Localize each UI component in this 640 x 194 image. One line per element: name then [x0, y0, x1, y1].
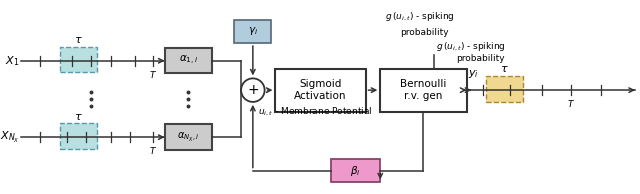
Text: $T$: $T$ [149, 68, 157, 80]
Text: $X_1$: $X_1$ [5, 54, 20, 68]
Text: Bernoulli
r.v. gen: Bernoulli r.v. gen [400, 79, 447, 101]
Text: $\alpha_{1,i}$: $\alpha_{1,i}$ [179, 54, 198, 67]
Text: $g\,(u_{i,t})$ - spiking: $g\,(u_{i,t})$ - spiking [436, 40, 506, 53]
Text: +: + [247, 83, 259, 97]
Bar [332, 159, 380, 182]
Bar [164, 124, 212, 150]
Bar [275, 68, 365, 112]
Text: probability: probability [456, 54, 504, 63]
Text: $\tau$: $\tau$ [500, 64, 509, 74]
Bar [486, 76, 524, 102]
Bar [380, 68, 467, 112]
Text: $\tau$: $\tau$ [74, 35, 83, 45]
Text: Sigmoid
Activation: Sigmoid Activation [294, 79, 347, 101]
Text: $T$: $T$ [567, 98, 575, 109]
Text: $\alpha_{N_X,i}$: $\alpha_{N_X,i}$ [177, 131, 199, 144]
Bar [60, 123, 97, 149]
Text: $g\,(u_{i,t})$ - spiking: $g\,(u_{i,t})$ - spiking [385, 11, 455, 23]
Bar [164, 48, 212, 74]
Bar [60, 47, 97, 73]
Text: $u_{i,t}$ - Membrane Potential: $u_{i,t}$ - Membrane Potential [258, 106, 372, 118]
Text: $\tau$: $\tau$ [74, 112, 83, 121]
Text: $X_{N_X}$: $X_{N_X}$ [0, 130, 20, 145]
Bar [234, 20, 271, 43]
Text: $\beta_i$: $\beta_i$ [351, 164, 361, 178]
Circle shape [241, 78, 264, 102]
Text: $y_i$: $y_i$ [468, 68, 479, 80]
Text: $T$: $T$ [149, 145, 157, 156]
Text: probability: probability [400, 28, 449, 37]
Text: $\gamma_i$: $\gamma_i$ [248, 25, 258, 37]
